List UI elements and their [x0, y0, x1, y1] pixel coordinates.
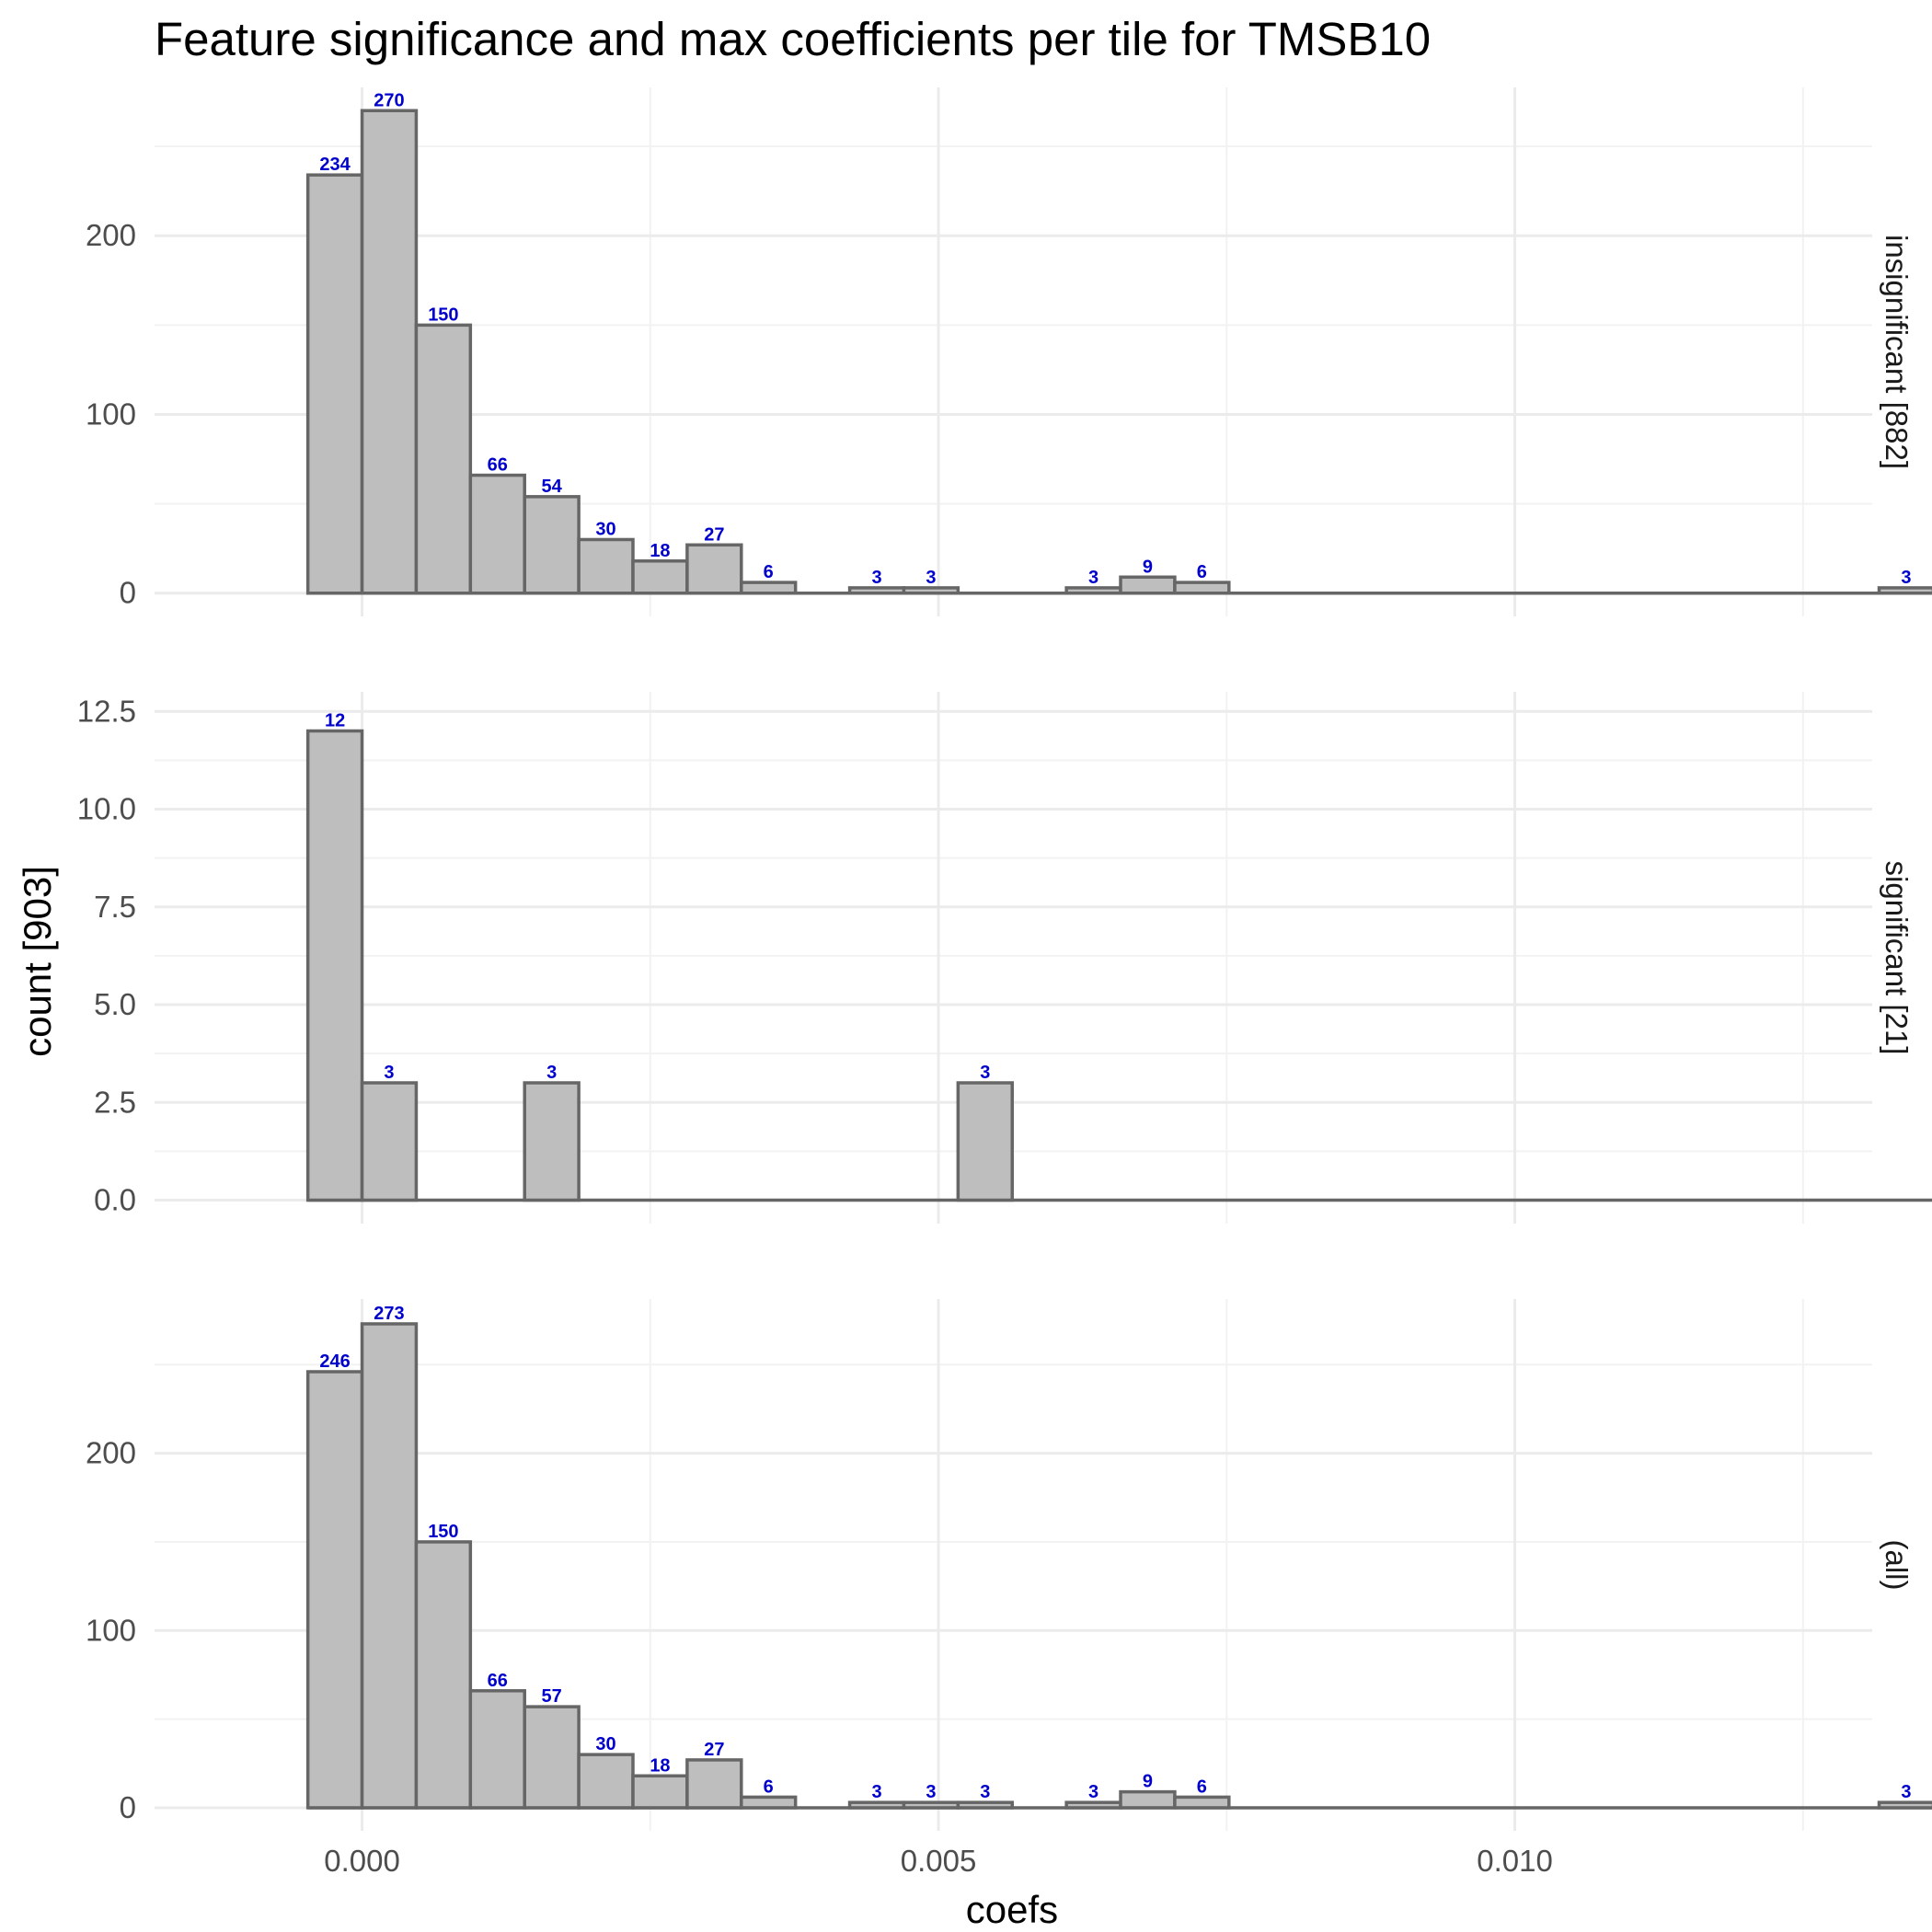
bar-count-label: 3 [384, 1063, 394, 1083]
histogram-bar [305, 1370, 364, 1810]
bar-count-label: 9 [1143, 1772, 1153, 1792]
histogram-bar [414, 1540, 473, 1810]
bar-count-label: 3 [1901, 568, 1911, 588]
bar-count-label: 234 [319, 155, 351, 175]
y-tick-label: 10.0 [77, 792, 136, 826]
histogram-bar [1877, 1800, 1932, 1810]
y-tick-label: 200 [86, 218, 136, 252]
x-tick-label: 0.005 [901, 1844, 977, 1878]
facet-strip-label: insignificant [882] [1880, 235, 1914, 469]
x-axis-title: coefs [966, 1888, 1058, 1931]
facet-panel-1: 0 100 200 234 270 150 66 54 30 18 27 6 3 3 3 9 6 3 insigni… [86, 87, 1932, 616]
bar-count-label: 3 [980, 1782, 990, 1802]
bar-count-label: 12 [325, 711, 345, 731]
histogram-bar [468, 473, 526, 595]
bar-count-label: 30 [595, 519, 615, 539]
facet-strip-label: significant [21] [1880, 861, 1914, 1055]
histogram-bar [523, 1705, 581, 1810]
y-tick-label: 200 [86, 1436, 136, 1470]
y-tick-label: 7.5 [94, 890, 136, 924]
histogram-bar [305, 173, 364, 595]
bar-count-label: 18 [650, 1755, 670, 1776]
y-tick-label: 0.0 [94, 1183, 136, 1217]
histogram-bar [847, 1800, 906, 1810]
bar-count-label: 3 [1088, 568, 1098, 588]
x-tick-label: 0.010 [1477, 1844, 1553, 1878]
histogram-bar [468, 1689, 526, 1810]
bar-count-label: 3 [926, 568, 936, 588]
bar-count-label: 27 [704, 524, 724, 545]
chart-title: Feature significance and max coefficient… [155, 13, 1431, 65]
bar-count-label: 30 [595, 1734, 615, 1754]
y-tick-label: 12.5 [77, 694, 136, 728]
bar-count-label: 3 [871, 568, 881, 588]
bar-count-label: 27 [704, 1740, 724, 1760]
bar-count-label: 57 [542, 1686, 562, 1707]
histogram-bar [685, 543, 743, 595]
bar-count-label: 3 [1088, 1782, 1098, 1802]
bar-count-label: 18 [650, 541, 670, 561]
histogram-bar [956, 1081, 1014, 1202]
histogram-bar [360, 109, 419, 595]
bar-count-label: 3 [1901, 1782, 1911, 1802]
histogram-bar [1877, 586, 1932, 595]
y-axis-title: count [903] [16, 866, 59, 1057]
histogram-bar [902, 1800, 960, 1810]
histogram-bar [685, 1758, 743, 1810]
bar-count-label: 66 [488, 455, 508, 476]
bar-count-label: 9 [1143, 557, 1153, 577]
histogram-bar [902, 586, 960, 595]
bar-count-label: 66 [488, 1671, 508, 1691]
bar-count-label: 3 [871, 1782, 881, 1802]
bar-count-label: 6 [1197, 1777, 1207, 1797]
y-tick-label: 100 [86, 397, 136, 431]
histogram-bar [360, 1081, 419, 1202]
histogram-bar [740, 1795, 798, 1810]
facet-strip-label: (all) [1880, 1540, 1914, 1591]
y-tick-label: 0 [120, 576, 136, 610]
histogram-bar [360, 1322, 419, 1810]
histogram-bar [847, 586, 906, 595]
bar-count-label: 6 [764, 562, 774, 582]
histogram-bar [1173, 1795, 1231, 1810]
bar-count-label: 150 [428, 305, 458, 325]
histogram-bar [577, 537, 635, 595]
histogram-bar [1173, 581, 1231, 595]
bar-count-label: 6 [764, 1777, 774, 1797]
bar-count-label: 246 [319, 1351, 350, 1372]
histogram-bar [305, 729, 364, 1202]
histogram-bar [523, 1081, 581, 1202]
bar-count-label: 3 [926, 1782, 936, 1802]
bar-count-label: 3 [980, 1063, 990, 1083]
facet-panel-2: 0.0 2.5 5.0 7.5 10.0 12.5 12 3 3 3 significant [21… [77, 692, 1932, 1224]
facet-panel-3: 0 100 200 246 273 150 66 57 30 18 27 6 3 3 3 3 9 6 3 (all) [86, 1299, 1932, 1831]
bar-count-label: 3 [546, 1063, 557, 1083]
y-tick-label: 2.5 [94, 1085, 136, 1119]
histogram-bar [414, 323, 473, 595]
histogram-bar [1119, 575, 1177, 595]
histogram-bar [631, 1774, 689, 1810]
histogram-bar [740, 581, 798, 595]
histogram-bar [956, 1800, 1014, 1810]
histogram-bar [1119, 1789, 1177, 1810]
x-tick-label: 0.000 [324, 1844, 400, 1878]
bar-count-label: 54 [542, 477, 563, 497]
histogram-bar [631, 559, 689, 595]
y-tick-label: 5.0 [94, 987, 136, 1021]
histogram-bar [523, 495, 581, 595]
y-tick-label: 0 [120, 1790, 136, 1824]
bar-count-label: 6 [1197, 562, 1207, 582]
histogram-bar [1064, 1800, 1122, 1810]
bar-count-label: 270 [374, 90, 404, 110]
bar-count-label: 273 [374, 1304, 404, 1324]
bar-count-label: 150 [428, 1522, 458, 1542]
x-axis: 0.000 0.005 0.010 [324, 1844, 1553, 1878]
y-tick-label: 100 [86, 1613, 136, 1647]
histogram-bar [1064, 586, 1122, 595]
histogram-bar [577, 1753, 635, 1810]
